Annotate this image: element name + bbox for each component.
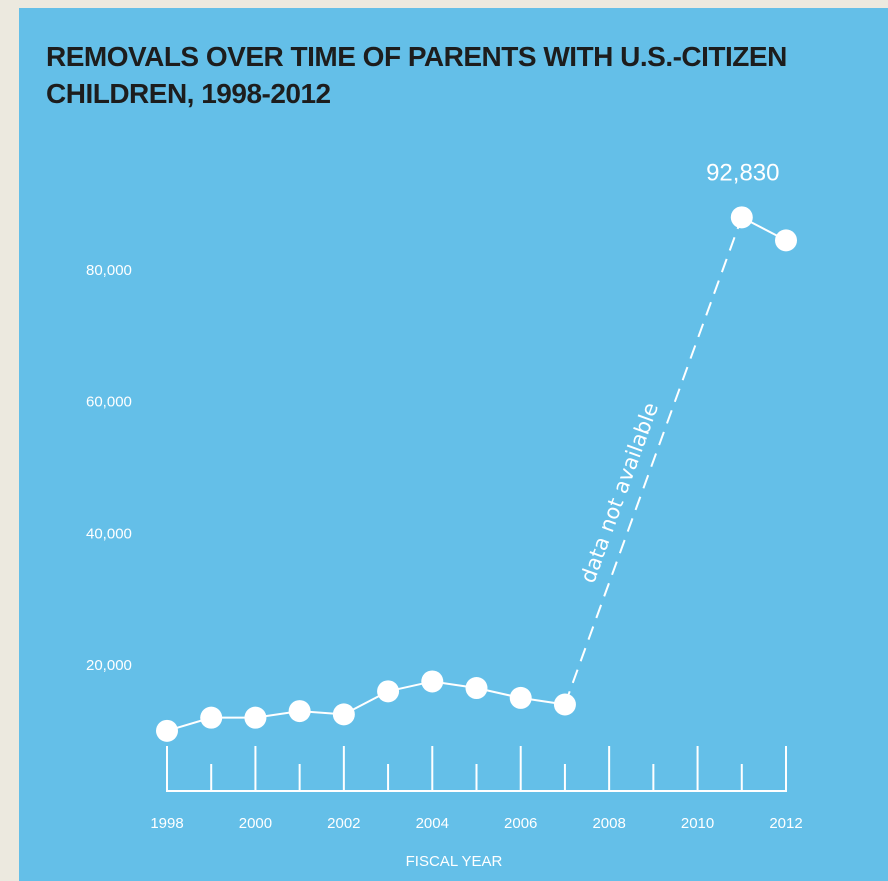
data-point — [377, 680, 400, 703]
series-line — [166, 680, 566, 732]
y-axis: 20,000 40,000 60,000 80,000 — [86, 262, 132, 674]
y-tick-label: 60,000 — [86, 394, 132, 411]
data-point — [288, 700, 311, 723]
y-tick-label: 40,000 — [86, 525, 132, 542]
y-tick-label: 20,000 — [86, 657, 132, 674]
x-tick-label: 2006 — [504, 815, 537, 832]
x-axis: 1998 2000 2002 2004 2006 2008 2010 2012 — [150, 746, 803, 832]
data-gap-line — [563, 216, 743, 705]
x-tick-label: 1998 — [150, 815, 183, 832]
data-point — [553, 693, 576, 716]
x-tick-label: 2004 — [416, 815, 449, 832]
x-tick-label: 2002 — [327, 815, 360, 832]
data-point — [775, 229, 797, 252]
x-tick-label: 2010 — [681, 815, 714, 832]
gap-annotation: data not available — [576, 399, 663, 586]
x-axis-title: FISCAL YEAR — [406, 853, 503, 870]
data-point — [730, 206, 753, 229]
data-point — [156, 719, 178, 742]
data-point — [200, 706, 223, 729]
data-point — [421, 670, 444, 693]
data-point — [465, 677, 488, 700]
y-tick-label: 80,000 — [86, 262, 132, 279]
x-tick-label: 2008 — [592, 815, 625, 832]
data-point — [509, 686, 532, 709]
peak-value-label: 92,830 — [706, 159, 779, 186]
x-tick-label: 2000 — [239, 815, 272, 832]
x-tick-label: 2012 — [769, 815, 802, 832]
removals-series: data not available 92,830 — [156, 159, 797, 742]
chart-title: REMOVALS OVER TIME OF PARENTS WITH U.S.-… — [46, 41, 787, 109]
data-point — [244, 706, 267, 729]
data-point — [332, 703, 355, 726]
